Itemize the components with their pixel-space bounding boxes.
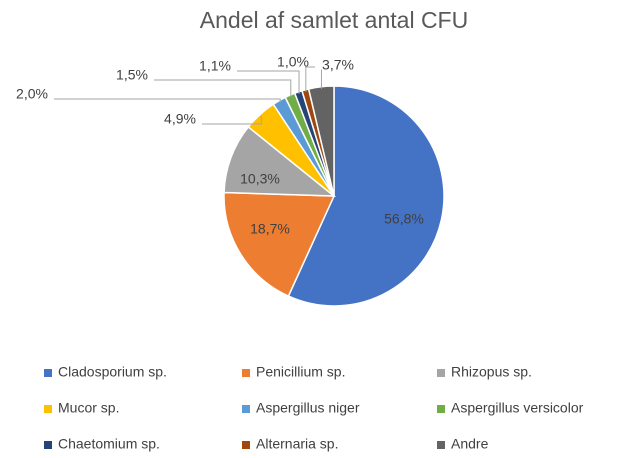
leader-line [154, 79, 292, 98]
legend-marker [242, 441, 250, 449]
legend-marker [44, 441, 52, 449]
data-label: 18,7% [250, 221, 290, 237]
legend-marker [242, 369, 250, 377]
leader-line [54, 98, 281, 103]
legend-label: Andre [451, 436, 489, 452]
data-label: 10,3% [240, 171, 280, 187]
leader-line [320, 69, 322, 89]
leader-line [305, 66, 315, 92]
legend-label: Aspergillus versicolor [451, 400, 584, 416]
legend-marker [437, 405, 445, 413]
chart-title: Andel af samlet antal CFU [200, 7, 468, 33]
data-label: 1,0% [277, 54, 309, 70]
legend-label: Chaetomium sp. [58, 436, 160, 452]
leader-line [202, 116, 262, 125]
legend-marker [437, 441, 445, 449]
data-label: 56,8% [384, 211, 424, 227]
legend-label: Rhizopus sp. [451, 364, 532, 380]
legend-label: Aspergillus niger [256, 400, 360, 416]
data-label: 1,5% [116, 67, 148, 83]
legend-marker [437, 369, 445, 377]
legend-marker [44, 405, 52, 413]
legend-label: Cladosporium sp. [58, 364, 167, 380]
pie-slice [223, 191, 336, 298]
data-label: 3,7% [322, 57, 354, 73]
legend-label: Mucor sp. [58, 400, 119, 416]
data-label: 2,0% [16, 86, 48, 102]
legend-label: Penicillium sp. [256, 364, 345, 380]
pie-slice [223, 125, 337, 197]
data-label: 1,1% [199, 58, 231, 74]
data-label: 4,9% [164, 111, 196, 127]
legend-label: Alternaria sp. [256, 436, 338, 452]
legend-marker [242, 405, 250, 413]
pie-slice [287, 85, 445, 307]
legend-marker [44, 369, 52, 377]
leader-line [237, 70, 300, 94]
